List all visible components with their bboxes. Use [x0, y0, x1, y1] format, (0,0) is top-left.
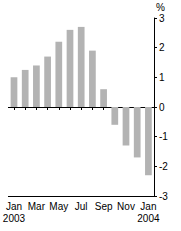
- svg-text:-2: -2: [159, 161, 168, 172]
- svg-text:Nov: Nov: [117, 201, 135, 212]
- svg-text:Mar: Mar: [28, 201, 46, 212]
- svg-text:-3: -3: [159, 191, 168, 202]
- svg-text:0: 0: [159, 102, 165, 113]
- svg-text:Jan: Jan: [140, 201, 156, 212]
- svg-text:%: %: [156, 2, 165, 13]
- svg-text:2004: 2004: [137, 213, 160, 224]
- svg-text:Jan: Jan: [6, 201, 22, 212]
- svg-text:3: 3: [159, 13, 165, 24]
- svg-text:Jul: Jul: [75, 201, 88, 212]
- svg-text:May: May: [49, 201, 68, 212]
- svg-text:1: 1: [159, 72, 165, 83]
- svg-text:2: 2: [159, 42, 165, 53]
- svg-text:-1: -1: [159, 131, 168, 142]
- svg-text:2003: 2003: [3, 213, 26, 224]
- svg-text:Sep: Sep: [95, 201, 113, 212]
